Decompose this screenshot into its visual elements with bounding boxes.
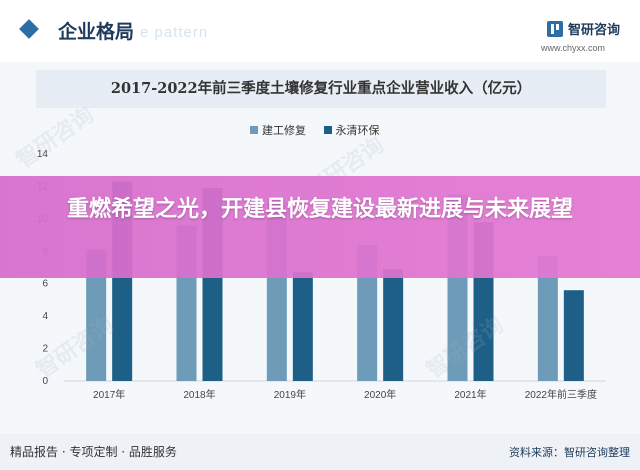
legend-swatch-series-2	[323, 126, 332, 134]
brand-site: www.chyxx.com	[541, 43, 606, 53]
y-tick-label: 6	[42, 279, 48, 290]
bar-series-1	[86, 249, 107, 381]
y-tick-label: 14	[37, 149, 49, 160]
diamond-icon	[19, 19, 39, 39]
brand-logo-icon	[547, 21, 563, 37]
chart-title-band: 2017-2022年前三季度土壤修复行业重点企业营业收入（亿元）	[36, 70, 606, 108]
x-tick-label: 2020年	[364, 388, 396, 401]
y-tick-label: 2	[42, 344, 48, 355]
header-ghost-text: e pattern	[140, 24, 209, 41]
section-title: 企业格局	[58, 21, 135, 43]
legend-label-series-2: 永清环保	[335, 124, 380, 137]
page-footer: 精品报告 · 专项定制 · 品胜服务 资料来源：智研咨询整理	[0, 434, 640, 470]
y-tick-label: 4	[42, 311, 48, 322]
headline-banner: 重燃希望之光，开建县恢复建设最新进展与未来展望	[0, 176, 640, 278]
bar-chart-plot: 024681012142017年2018年2019年2020年2021年2022…	[37, 149, 606, 401]
bar-series-2	[292, 272, 313, 381]
x-tick-label: 2017年	[93, 388, 125, 401]
bar-series-1	[537, 256, 558, 381]
footer-services: 精品报告 · 专项定制 · 品胜服务	[10, 445, 177, 459]
x-tick-label: 2019年	[274, 388, 306, 401]
chart-legend: 建工修复 永清环保	[250, 122, 394, 138]
legend-item-series-1: 建工修复	[250, 122, 306, 138]
bar-series-2	[563, 290, 584, 381]
x-tick-label: 2021年	[454, 388, 486, 401]
footer-source: 资料来源：智研咨询整理	[509, 446, 630, 459]
brand-name: 智研咨询	[568, 23, 621, 38]
y-tick-label: 0	[42, 376, 48, 387]
legend-item-series-2: 永清环保	[323, 122, 380, 138]
page-header: e pattern 企业格局 智研咨询 www.chyxx.com	[0, 0, 640, 62]
bar-series-2	[383, 269, 404, 381]
banner-headline: 重燃希望之光，开建县恢复建设最新进展与未来展望	[66, 197, 573, 222]
legend-label-series-1: 建工修复	[262, 124, 306, 137]
legend-swatch-series-1	[250, 126, 258, 134]
bar-series-1	[357, 244, 378, 381]
x-tick-label: 2022年前三季度	[525, 388, 597, 401]
chart-title: 2017-2022年前三季度土壤修复行业重点企业营业收入（亿元）	[110, 80, 532, 97]
x-tick-label: 2018年	[183, 388, 215, 401]
